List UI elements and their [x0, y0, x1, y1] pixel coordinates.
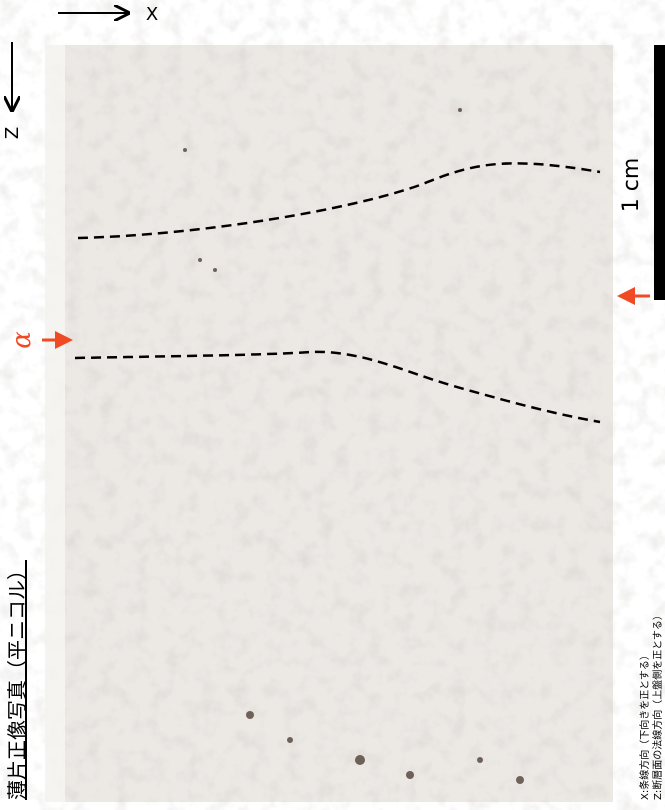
figure: X Z 1 cm α 薄片正像写真（平ニコル） X:条線方向（下向きを正とする）… [0, 0, 665, 810]
title: 薄片正像写真（平ニコル） [5, 560, 29, 800]
note: X:条線方向（下向きを正とする） [638, 650, 651, 800]
photo-texture [45, 45, 613, 802]
photo-edge [45, 45, 65, 802]
note: Z:断層面の法線方向（上盤側を正とする） [651, 610, 664, 800]
scale-bar [654, 45, 665, 300]
x-label: X [146, 4, 158, 25]
z-label: Z [2, 127, 23, 139]
scale-label: 1 cm [619, 158, 644, 213]
page: X Z 1 cm α 薄片正像写真（平ニコル） X:条線方向（下向きを正とする）… [0, 0, 665, 810]
alpha-label: α [7, 331, 37, 349]
